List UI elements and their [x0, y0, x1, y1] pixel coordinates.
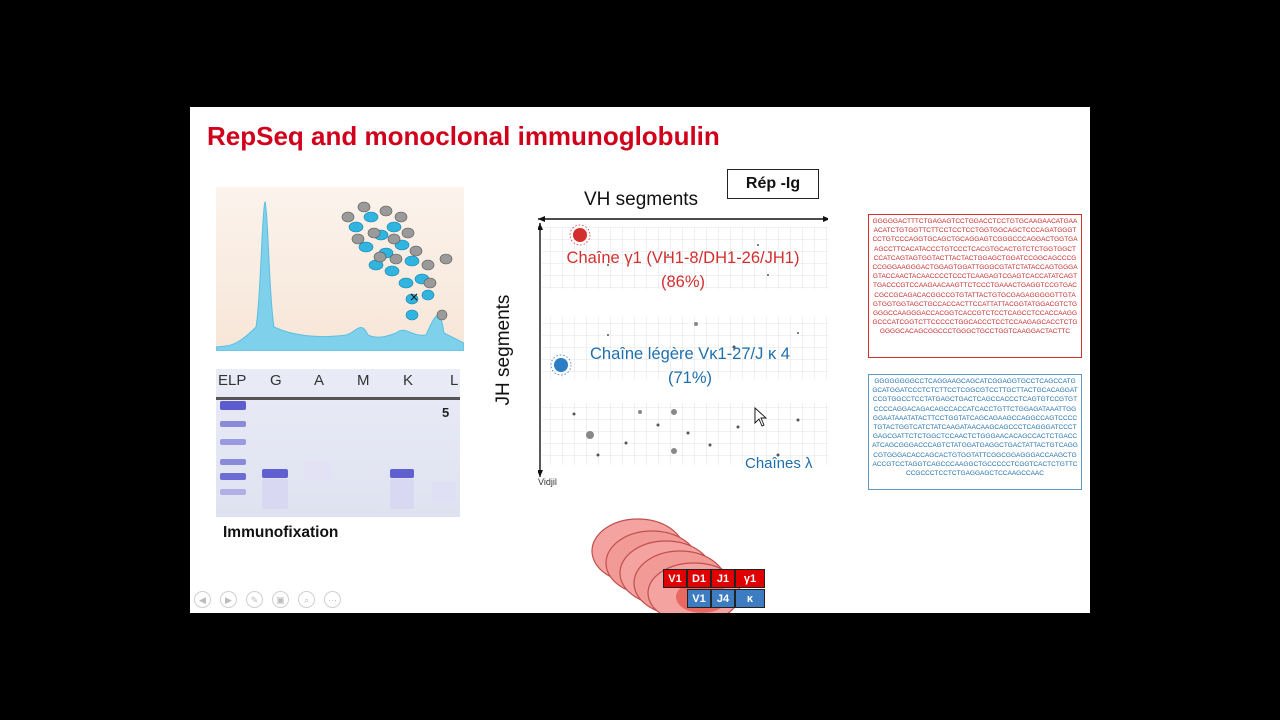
next-icon[interactable]: ▶ [220, 591, 237, 608]
lane-label: ELP [218, 372, 247, 389]
rep-ig-badge: Rép -Ig [727, 169, 819, 199]
heavy-segment: D1 [687, 569, 711, 588]
gel-band [220, 439, 246, 445]
light-segment: J4 [711, 589, 735, 608]
lane-label: G [270, 372, 282, 389]
immunofixation-caption: Immunofixation [223, 524, 339, 541]
antibody-molecule-icon: × [341, 201, 453, 321]
light-chain-sequence: GGGGGGGGCCTCAGGAAGCAGCATCGGAGGTGCCTCAGCC… [868, 374, 1082, 490]
gel-lane-labels: ELP G A M K L [216, 372, 460, 392]
lane-label: L [450, 372, 459, 389]
more-icon[interactable]: ⋯ [324, 591, 341, 608]
heavy-segment: J1 [711, 569, 735, 588]
gamma-chain-annotation: Chaîne γ1 (VH1-8/DH1-26/JH1) (86%) [548, 249, 818, 292]
lane-label: M [357, 372, 370, 389]
kappa-clone-dot [550, 354, 572, 376]
vidjil-clone-grid [537, 215, 830, 477]
slides-icon[interactable]: ▣ [272, 591, 289, 608]
vidjil-label: Vidjil [538, 477, 557, 487]
lambda-chains-label: Chaînes λ [745, 455, 813, 472]
kappa-chain-annotation: Chaîne légère Vκ1-27/J κ 4 (71%) [580, 345, 800, 388]
gel-band [220, 489, 246, 495]
previous-icon[interactable]: ◀ [194, 591, 211, 608]
electrophoresis-profile-image: × [215, 187, 465, 352]
lane-label: A [314, 372, 325, 389]
gel-band-g-smear [262, 479, 288, 509]
gel-band [220, 421, 246, 427]
gel-band-l [432, 481, 456, 503]
kappa-chain-label: Chaîne légère Vκ1-27/J κ 4 [590, 345, 790, 363]
svg-text:×: × [409, 290, 419, 304]
jh-axis-label: JH segments [493, 294, 514, 406]
gamma-chain-label: Chaîne γ1 (VH1-8/DH1-26/JH1) [566, 249, 800, 267]
heavy-segment: γ1 [735, 569, 765, 588]
heavy-chain-sequence: GGGGGACTTTCTGAGAGTCCTGGACCTCCTGTGCAAGAAC… [868, 214, 1082, 358]
pen-icon[interactable]: ✎ [246, 591, 263, 608]
gel-band [220, 459, 246, 465]
gamma-chain-percent: (86%) [660, 273, 705, 291]
gel-band [220, 473, 246, 480]
zoom-icon[interactable]: ⌕ [298, 591, 315, 608]
gel-band-a [304, 461, 330, 481]
gel-band-k-smear [390, 479, 414, 509]
light-segment: V1 [687, 589, 711, 608]
kappa-chain-percent: (71%) [667, 369, 712, 387]
gel-band-g [262, 469, 288, 478]
gel-band [220, 401, 246, 410]
light-segment: κ [735, 589, 765, 608]
gel-divider [216, 397, 460, 400]
gamma-clone-dot [569, 224, 591, 246]
immunofixation-gel [216, 369, 460, 517]
slide: RepSeq and monoclonal immunoglobulin [190, 107, 1090, 613]
gel-band-k [390, 469, 414, 478]
vh-axis-label: VH segments [584, 189, 699, 210]
slide-title: RepSeq and monoclonal immunoglobulin [207, 121, 720, 151]
heavy-segment: V1 [663, 569, 687, 588]
lane-label: K [403, 372, 414, 389]
gel-mark: 5 [442, 405, 450, 420]
